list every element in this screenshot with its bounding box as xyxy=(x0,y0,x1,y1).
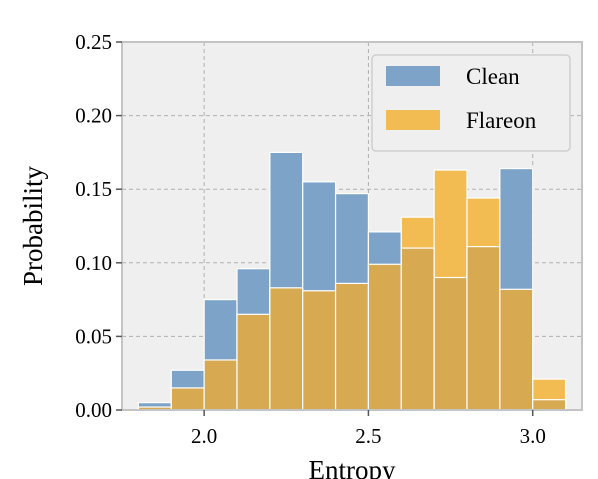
legend-swatch-clean xyxy=(386,66,440,86)
bar-overlap xyxy=(334,282,370,411)
bar-overlap xyxy=(367,263,402,411)
x-tick-label: 3.0 xyxy=(520,424,546,448)
bar-overlap xyxy=(203,359,238,411)
y-tick-label: 0.10 xyxy=(75,251,112,275)
bar-overlap xyxy=(433,276,468,411)
bar-overlap xyxy=(532,399,567,411)
overlap-bars xyxy=(137,246,567,411)
y-axis-title: Probability xyxy=(18,166,48,286)
legend-label-flareon: Flareon xyxy=(466,108,537,133)
x-axis-title: Entropy xyxy=(309,455,396,479)
x-tick-label: 2.5 xyxy=(355,424,381,448)
legend-label-clean: Clean xyxy=(466,64,520,89)
legend-swatch-flareon xyxy=(386,110,440,130)
bar-overlap xyxy=(400,247,435,411)
y-tick-label: 0.00 xyxy=(75,398,112,422)
bar-overlap xyxy=(499,288,534,411)
y-tick-label: 0.05 xyxy=(75,324,112,348)
bar-overlap xyxy=(302,290,337,411)
y-tick-label: 0.25 xyxy=(75,30,112,54)
axis-ticks: 0.00 0.05 0.10 0.15 0.20 0.25 2.0 2.5 3.0 xyxy=(75,30,546,448)
legend: Clean Flareon xyxy=(371,54,571,152)
bar-overlap xyxy=(466,246,501,411)
y-tick-label: 0.20 xyxy=(75,104,112,128)
y-tick-label: 0.15 xyxy=(75,177,112,201)
plot-frame xyxy=(121,41,583,411)
bar-overlap xyxy=(269,287,304,411)
x-tick-label: 2.0 xyxy=(191,424,217,448)
bar-overlap xyxy=(170,387,205,411)
bar-overlap xyxy=(236,313,271,411)
